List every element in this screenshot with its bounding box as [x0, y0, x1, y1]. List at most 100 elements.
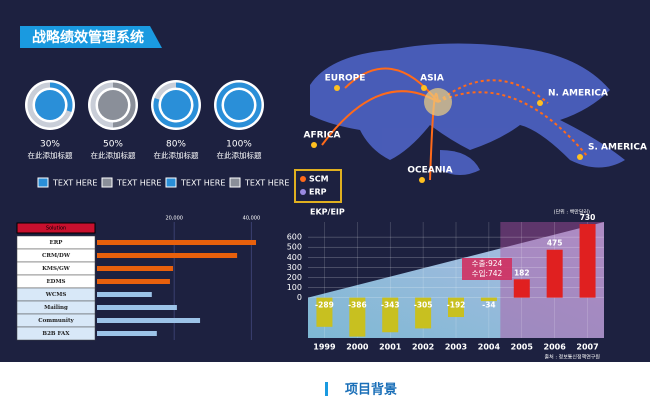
bar	[97, 279, 170, 284]
footer-marker	[325, 382, 328, 396]
column	[415, 297, 432, 329]
y-tick-label: 100	[287, 283, 302, 292]
legend-label: TEXT HERE	[116, 179, 161, 188]
unit-label: (단위 : 백만달러)	[554, 209, 590, 216]
gauge-arc	[216, 82, 262, 128]
value-label: -386	[348, 301, 367, 310]
x-tick-label: 40,000	[243, 216, 261, 222]
category-label: CRM/DW	[42, 253, 71, 259]
value-label: 182	[514, 268, 530, 277]
y-tick-label: 300	[287, 263, 302, 272]
region-label: AFRICA	[304, 131, 341, 141]
route	[437, 91, 589, 158]
column	[546, 249, 563, 298]
gauge-core	[98, 90, 128, 120]
table-cell	[16, 326, 96, 341]
value-label: 475	[547, 239, 563, 248]
value-label: -34	[482, 301, 496, 310]
gauge-caption: 在此添加标题	[154, 150, 199, 160]
category-label: B2B FAX	[42, 331, 70, 337]
gauge-value: 30%	[40, 140, 60, 150]
legend-swatch	[229, 177, 241, 188]
gauge-caption: 在此添加标题	[91, 150, 136, 160]
city-dot	[334, 85, 340, 91]
value-label: 730	[580, 213, 596, 222]
bar	[97, 305, 177, 310]
city-dot	[421, 85, 427, 91]
legend-label: TEXT HERE	[180, 179, 225, 188]
x-tick-label: 2004	[478, 343, 501, 352]
column	[579, 224, 596, 298]
bar	[97, 331, 157, 336]
y-tick-label: 0	[297, 293, 302, 302]
x-tick-label: 20,000	[165, 216, 183, 222]
gauge-arc	[153, 82, 199, 128]
column	[382, 297, 399, 333]
map-legend-box	[294, 169, 342, 203]
region-label: EUROPE	[325, 74, 366, 84]
column	[513, 279, 530, 298]
bar	[97, 253, 238, 258]
world-map	[310, 43, 625, 175]
legend-swatch	[37, 177, 49, 188]
region-label: S. AMERICA	[588, 143, 647, 153]
route	[344, 67, 439, 103]
category-label: KMS/GW	[42, 266, 71, 272]
value-label: -343	[381, 301, 400, 310]
map-legend-dot	[300, 176, 306, 182]
map-legend-label: SCM	[309, 175, 329, 184]
category-label: WCMS	[45, 292, 67, 298]
annotation: 수입:742	[472, 269, 503, 278]
category-label: ERP	[50, 240, 63, 246]
route	[437, 79, 549, 104]
gauge-core	[224, 90, 254, 120]
route	[321, 90, 439, 146]
category-label: Community	[38, 318, 74, 324]
column	[480, 297, 497, 302]
gauge-arc	[112, 82, 136, 128]
value-label: -192	[447, 301, 466, 310]
bar	[97, 292, 152, 297]
legend-swatch	[101, 177, 113, 188]
x-tick-label: 2007	[576, 343, 598, 352]
source: 출처 : 정보통신정책연구원	[545, 354, 601, 361]
region-label: ASIA	[420, 74, 444, 84]
y-tick-label: 200	[287, 273, 302, 282]
gauge-arc	[49, 82, 73, 112]
gauge-caption: 在此添加标题	[217, 150, 262, 160]
footer-title: 项目背景	[345, 382, 397, 398]
x-tick-label: 2000	[346, 343, 369, 352]
gauge-value: 50%	[103, 140, 123, 150]
legend-label: TEXT HERE	[244, 179, 289, 188]
y-tick-label: 600	[287, 233, 302, 242]
map-caption: EKP/EIP	[310, 208, 345, 217]
column	[349, 297, 366, 337]
category-label: EDMS	[46, 279, 65, 285]
bar	[97, 266, 174, 271]
gauge-caption: 在此添加标题	[28, 150, 73, 160]
y-tick-label: 400	[287, 253, 302, 262]
title: 战略绩效管理系统	[32, 29, 144, 46]
map-legend-label: ERP	[309, 188, 327, 197]
bar	[97, 240, 257, 245]
value-label: -289	[315, 301, 334, 310]
gauge-core	[35, 90, 65, 120]
gauge-value: 80%	[166, 140, 186, 150]
x-tick-label: 1999	[313, 343, 336, 352]
city-dot	[311, 142, 317, 148]
gauge-value: 100%	[226, 140, 252, 150]
column	[448, 297, 464, 318]
annotation: 수출:924	[472, 258, 503, 268]
city-dot	[537, 100, 543, 106]
x-tick-label: 2001	[379, 343, 402, 352]
trend-area	[308, 222, 604, 338]
table-header	[16, 222, 96, 234]
category-label: Mailing	[44, 305, 68, 311]
column	[316, 297, 333, 327]
x-tick-label: 2003	[445, 343, 467, 352]
hub	[424, 88, 452, 116]
map-legend-dot	[300, 189, 306, 195]
x-tick-label: 2005	[511, 343, 534, 352]
